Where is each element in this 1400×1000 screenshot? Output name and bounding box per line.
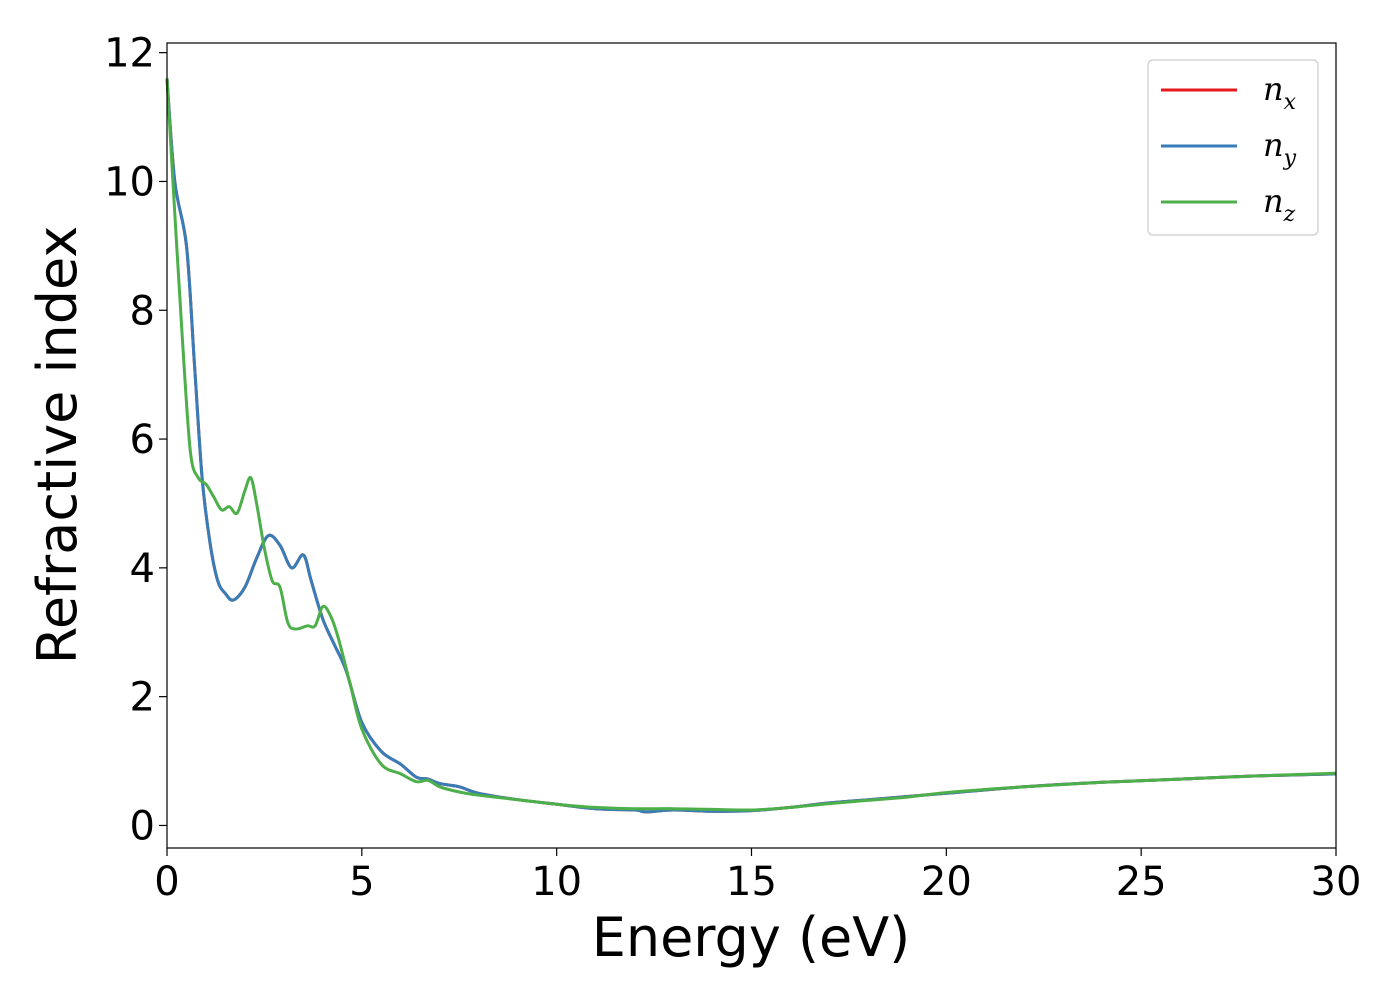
x-tick-label: 10 — [531, 859, 582, 905]
y-tick-label: 6 — [130, 417, 155, 463]
x-tick-label: 15 — [726, 859, 777, 905]
y-axis-title: Refractive index — [26, 226, 89, 665]
x-axis-title: Energy (eV) — [592, 906, 911, 969]
series-layer — [165, 78, 1337, 814]
x-tick-label: 25 — [1116, 859, 1167, 905]
x-tick-label: 20 — [921, 859, 972, 905]
y-tick-label: 8 — [130, 288, 155, 334]
y-tick-label: 12 — [104, 31, 155, 77]
x-tick-label: 30 — [1311, 859, 1362, 905]
series-line-n-z — [165, 78, 1337, 812]
y-tick-label: 4 — [130, 546, 155, 592]
x-tick-label: 5 — [349, 859, 374, 905]
y-tick-label: 10 — [104, 159, 155, 205]
y-tick-label: 2 — [130, 675, 155, 721]
y-tick-label: 0 — [130, 803, 155, 849]
x-tick-label: 0 — [154, 859, 179, 905]
x-axis-ticks: 0 5 10 15 20 25 30 — [154, 848, 1361, 905]
y-axis-ticks: 0 2 4 6 8 10 12 — [104, 31, 167, 849]
